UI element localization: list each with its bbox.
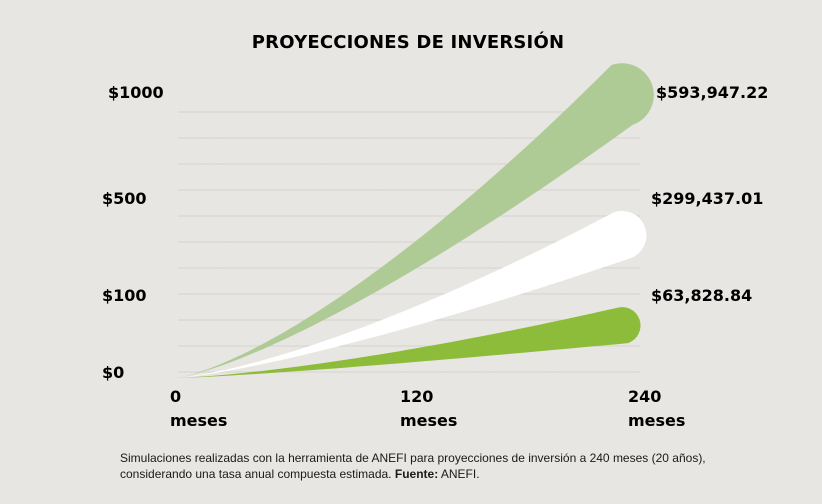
x-tick-unit: meses [170,411,227,430]
footnote-text: Simulaciones realizadas con la herramien… [120,451,706,481]
x-tick-unit: meses [400,411,457,430]
chart-marks [175,63,654,378]
x-tick-unit: meses [628,411,685,430]
footnote: Simulaciones realizadas con la herramien… [120,451,720,482]
series-swoosh [175,210,647,378]
series-end-value: $63,828.84 [651,286,752,305]
y-axis-labels: $1000 $500 $100 $0 [102,83,164,382]
x-tick-value: 0 [170,387,181,406]
x-axis-labels: 0 meses 120 meses 240 meses [170,387,685,430]
series-swoosh [175,63,654,378]
x-tick-value: 120 [400,387,433,406]
y-tick-label: $0 [102,363,124,382]
x-tick-value: 240 [628,387,661,406]
series-end-labels: $593,947.22 $299,437.01 $63,828.84 [651,83,768,305]
series-end-value: $299,437.01 [651,189,763,208]
y-tick-label: $500 [102,189,147,208]
series-swoosh [175,307,641,378]
chart-title: PROYECCIONES DE INVERSIÓN [252,31,564,53]
series-end-value: $593,947.22 [656,83,768,102]
y-tick-label: $100 [102,286,147,305]
footnote-source-value: ANEFI. [440,466,480,481]
y-tick-label: $1000 [108,83,164,102]
footnote-source-label: Fuente: [394,466,439,481]
